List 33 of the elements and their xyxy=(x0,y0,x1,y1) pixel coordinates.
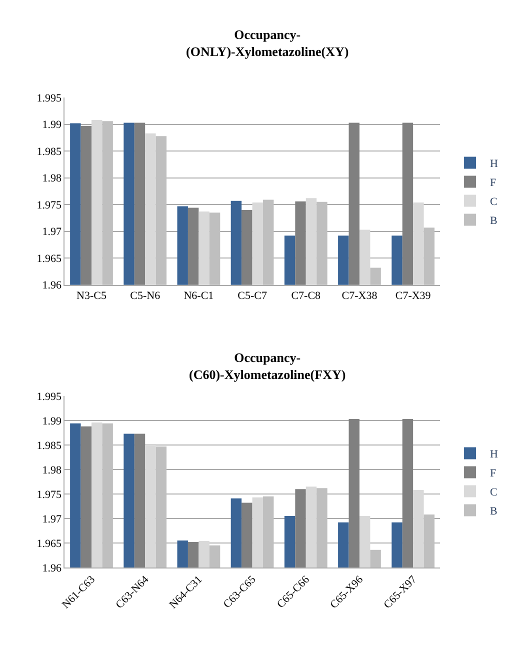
x-tick-label: C7-X39 xyxy=(395,290,432,302)
y-tick-label: 1.995 xyxy=(36,390,62,403)
y-tick-label: 1.96 xyxy=(42,280,62,292)
y-tick-label: 1.97 xyxy=(42,513,62,526)
chart-title: Occupancy- (ONLY)-Xylometazoline(XY) xyxy=(186,27,349,59)
chart-title: Occupancy- (C60)-Xylometazoline(FXY) xyxy=(189,350,346,382)
x-tick-label: C7-C8 xyxy=(291,290,322,302)
legend-label: H xyxy=(490,158,498,170)
x-tick-label: N3-C5 xyxy=(76,290,107,302)
legend-label: H xyxy=(490,448,498,461)
legend-label: B xyxy=(490,215,498,228)
x-tick-label: C5-N6 xyxy=(130,290,161,302)
x-tick-label: C7-X38 xyxy=(342,290,378,302)
y-tick-label: 1.99 xyxy=(42,415,62,428)
legend-label: C xyxy=(490,196,498,208)
y-tick-label: 1.96 xyxy=(42,562,62,574)
y-tick-label: 1.965 xyxy=(36,538,62,550)
legend-label: F xyxy=(490,468,496,480)
legend-label: B xyxy=(490,506,498,518)
y-tick-label: 1.985 xyxy=(36,440,62,452)
x-tick-label: N6-C1 xyxy=(184,290,214,302)
y-tick-label: 1.97 xyxy=(42,226,62,238)
y-tick-label: 1.975 xyxy=(36,199,62,212)
y-tick-label: 1.965 xyxy=(36,252,62,265)
legend-label: F xyxy=(490,177,496,190)
x-tick-label: C5-C7 xyxy=(238,290,268,302)
y-tick-label: 1.98 xyxy=(42,464,62,476)
y-tick-label: 1.975 xyxy=(36,488,62,501)
y-tick-label: 1.98 xyxy=(42,172,62,185)
y-tick-label: 1.995 xyxy=(36,92,62,104)
y-tick-label: 1.99 xyxy=(42,119,62,132)
legend-label: C xyxy=(490,486,498,499)
y-tick-label: 1.985 xyxy=(36,146,62,158)
